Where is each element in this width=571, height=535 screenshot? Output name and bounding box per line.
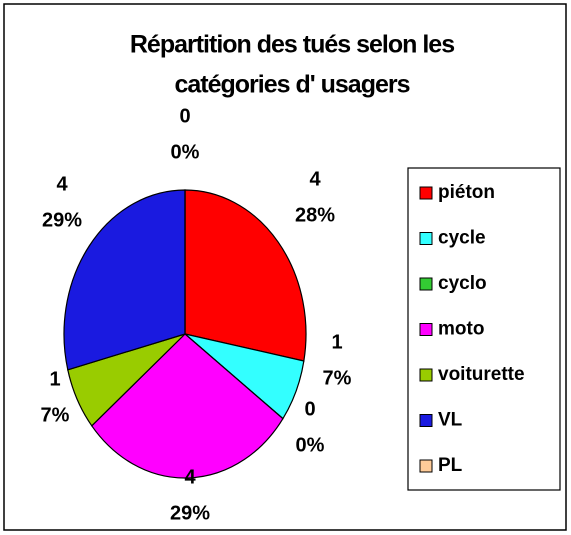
legend-box (407, 167, 561, 491)
data-label: 4 (56, 173, 68, 195)
legend-swatch (419, 277, 433, 291)
legend-swatch (419, 232, 433, 245)
data-label: 29% (170, 502, 210, 524)
pie-slice (63, 189, 186, 371)
legend-label: piéton (438, 182, 495, 203)
legend-swatch (419, 368, 433, 382)
data-label: 7% (323, 367, 352, 389)
data-label: 0% (296, 434, 325, 456)
legend-label: VL (438, 410, 463, 431)
data-label: 0 (304, 398, 315, 420)
chart-title: Répartition des tués selon les (130, 31, 454, 59)
legend-label: voiturette (438, 364, 525, 385)
legend-swatch (419, 186, 433, 200)
legend-swatch (419, 459, 433, 473)
data-label: 7% (41, 404, 70, 426)
legend-label: PL (438, 455, 463, 476)
data-label: 4 (309, 168, 321, 190)
legend-label: moto (438, 319, 484, 340)
data-label: 0% (171, 141, 200, 163)
data-label: 1 (331, 331, 342, 353)
data-label: 29% (42, 209, 82, 231)
data-label: 0 (179, 105, 190, 127)
legend-swatch (419, 323, 433, 336)
legend-label: cyclo (438, 273, 487, 294)
legend-swatch (419, 414, 433, 427)
data-label: 1 (49, 368, 60, 390)
pie-slice (184, 189, 307, 362)
pie-slice (90, 333, 284, 479)
legend-label: cycle (438, 228, 486, 249)
data-label: 4 (184, 466, 196, 488)
data-label: 28% (295, 204, 335, 226)
chart-title: catégories d' usagers (174, 71, 409, 99)
